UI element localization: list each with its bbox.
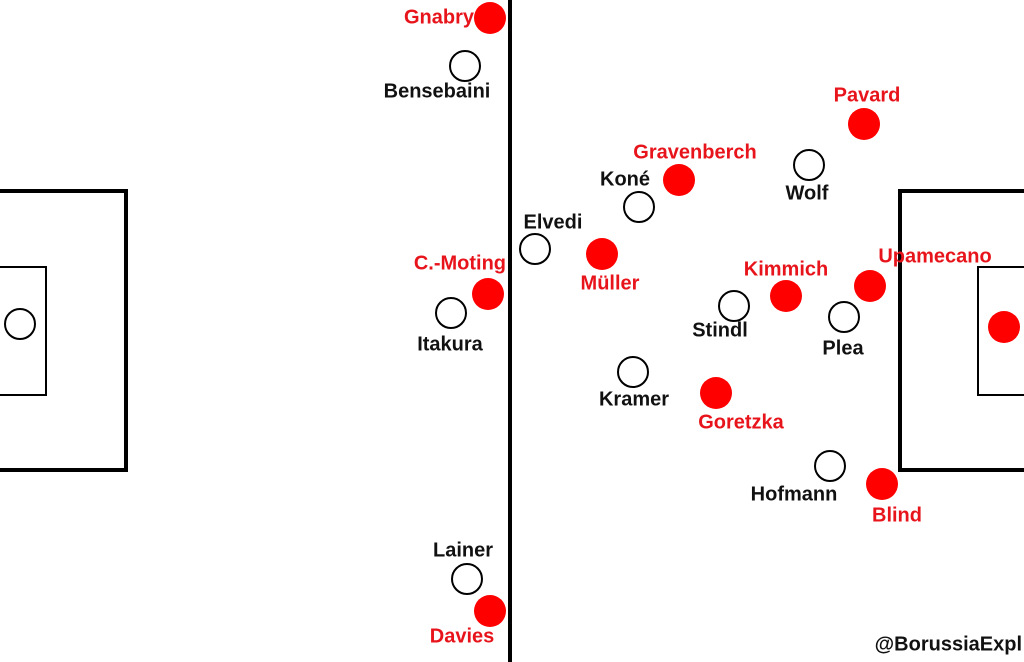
player-name: Lainer [433, 539, 493, 561]
player-name: Koné [600, 168, 650, 190]
player-marker [449, 50, 481, 82]
credit: @BorussiaExpl [875, 633, 1022, 655]
player-name: Bensebaini [384, 80, 491, 102]
goalkeeper-marker [988, 311, 1020, 343]
player-marker [472, 278, 504, 310]
red-team: Gnabry Pavard Gravenberch Müller Kimmich… [404, 2, 1020, 647]
player-name: Blind [872, 504, 922, 526]
player-name: Kimmich [744, 258, 828, 280]
player-marker [793, 149, 825, 181]
white-team: Bensebaini Koné Wolf Elvedi Itakura Stin… [4, 50, 864, 595]
player-marker [586, 238, 618, 270]
player-name: Upamecano [878, 245, 991, 267]
player-marker [814, 450, 846, 482]
player-marker [718, 290, 750, 322]
player-name: Stindl [692, 319, 748, 341]
player-marker [623, 191, 655, 223]
player-name: Kramer [599, 388, 669, 410]
player-marker [866, 468, 898, 500]
player-marker [474, 2, 506, 34]
player-name: Davies [430, 625, 495, 647]
player-name: Gnabry [404, 6, 475, 28]
player-name: C.-Moting [414, 252, 506, 274]
right-penalty-box [898, 189, 1024, 472]
left-penalty-box [0, 189, 128, 472]
left-six-yard-box [0, 266, 47, 396]
player-name: Gravenberch [633, 141, 756, 163]
player-name: Müller [581, 272, 640, 294]
player-marker [770, 280, 802, 312]
player-marker [451, 563, 483, 595]
player-name: Itakura [417, 333, 483, 355]
player-marker [700, 377, 732, 409]
player-marker [854, 270, 886, 302]
right-six-yard-box [977, 266, 1024, 396]
player-name: Wolf [786, 182, 829, 204]
player-marker [519, 233, 551, 265]
player-name: Plea [822, 337, 864, 359]
player-name: Elvedi [524, 211, 583, 233]
player-marker [617, 356, 649, 388]
player-name: Goretzka [698, 411, 784, 433]
player-marker [474, 595, 506, 627]
player-marker [848, 108, 880, 140]
player-marker [663, 164, 695, 196]
player-marker [828, 301, 860, 333]
player-name: Pavard [834, 84, 901, 106]
player-name: Hofmann [751, 483, 838, 505]
player-marker [435, 297, 467, 329]
goalkeeper-marker [4, 308, 36, 340]
